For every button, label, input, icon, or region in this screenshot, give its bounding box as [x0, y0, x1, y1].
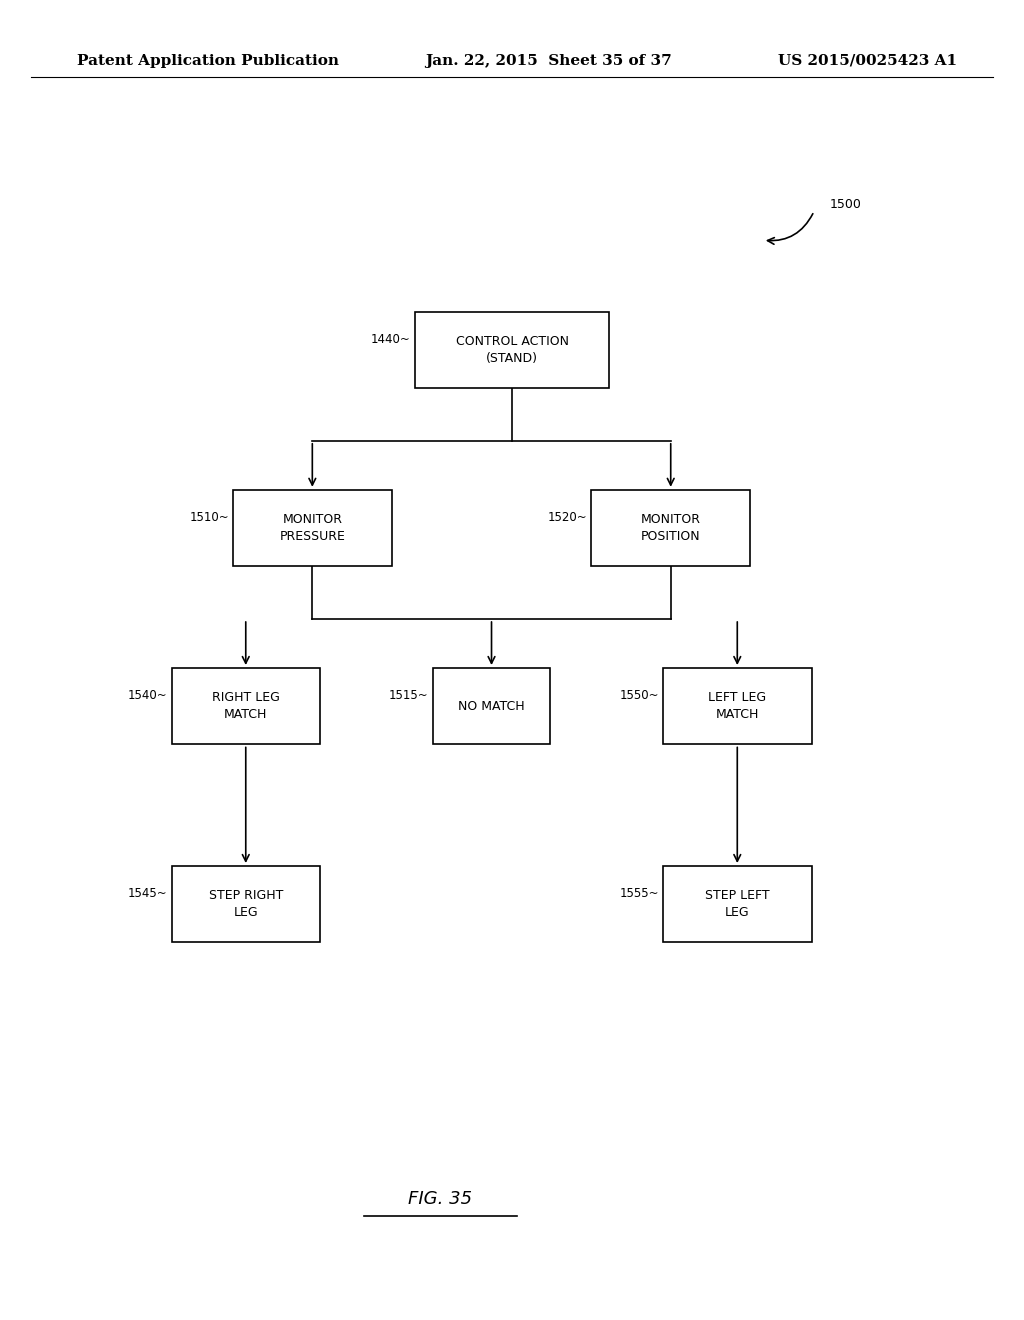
Text: FIG. 35: FIG. 35: [409, 1189, 472, 1208]
Text: Patent Application Publication: Patent Application Publication: [77, 54, 339, 67]
Bar: [664, 668, 811, 744]
Text: 1545~: 1545~: [128, 887, 167, 900]
Text: LEFT LEG
MATCH: LEFT LEG MATCH: [709, 692, 766, 721]
Bar: [592, 490, 750, 566]
Text: RIGHT LEG
MATCH: RIGHT LEG MATCH: [212, 692, 280, 721]
Text: MONITOR
POSITION: MONITOR POSITION: [641, 513, 700, 543]
Text: STEP LEFT
LEG: STEP LEFT LEG: [705, 890, 770, 919]
Bar: [664, 866, 811, 942]
Text: US 2015/0025423 A1: US 2015/0025423 A1: [778, 54, 957, 67]
Bar: [432, 668, 551, 744]
Text: 1500: 1500: [829, 198, 861, 211]
Text: NO MATCH: NO MATCH: [458, 700, 525, 713]
Text: 1555~: 1555~: [620, 887, 659, 900]
Text: 1510~: 1510~: [189, 511, 228, 524]
Bar: [171, 866, 319, 942]
Text: 1520~: 1520~: [548, 511, 588, 524]
Text: Jan. 22, 2015  Sheet 35 of 37: Jan. 22, 2015 Sheet 35 of 37: [425, 54, 672, 67]
Bar: [171, 668, 319, 744]
Text: CONTROL ACTION
(STAND): CONTROL ACTION (STAND): [456, 335, 568, 364]
Text: 1440~: 1440~: [371, 333, 411, 346]
Bar: [415, 312, 609, 388]
Text: STEP RIGHT
LEG: STEP RIGHT LEG: [209, 890, 283, 919]
Text: 1550~: 1550~: [620, 689, 659, 702]
Text: 1540~: 1540~: [128, 689, 167, 702]
Text: 1515~: 1515~: [389, 689, 428, 702]
Bar: [232, 490, 391, 566]
Text: MONITOR
PRESSURE: MONITOR PRESSURE: [280, 513, 345, 543]
